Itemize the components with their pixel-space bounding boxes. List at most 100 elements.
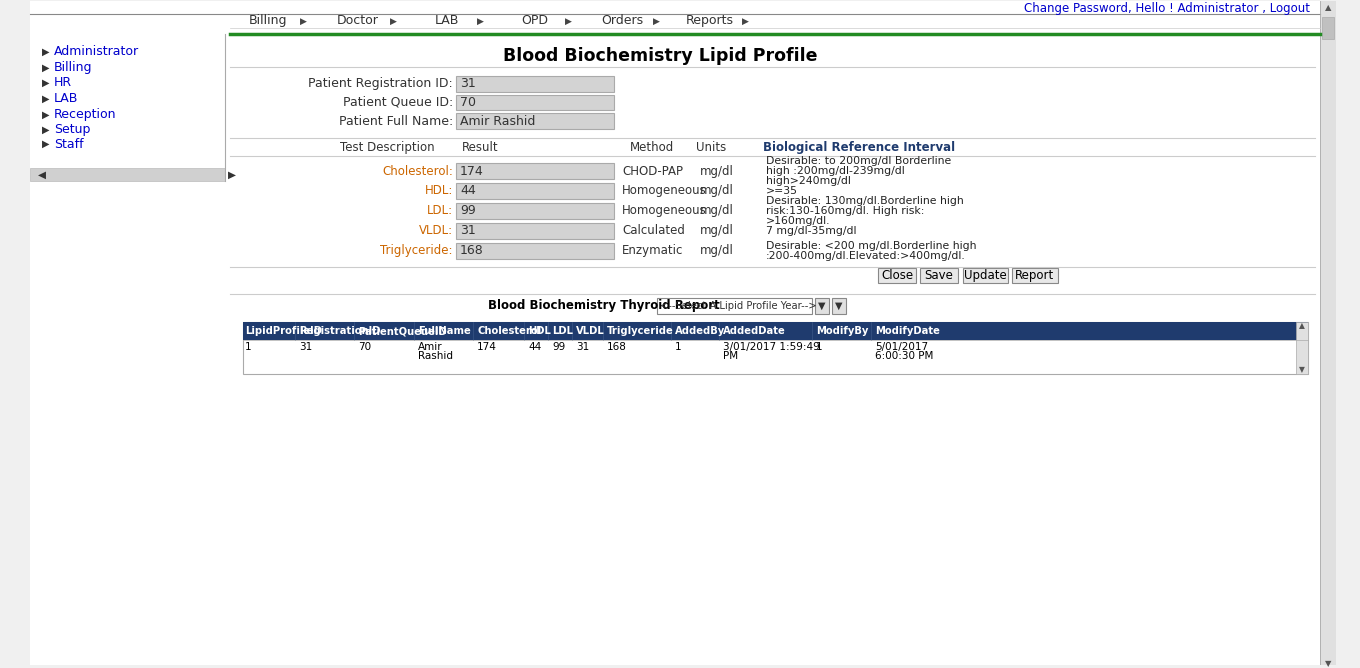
Text: ▶: ▶ [653,17,660,25]
Text: AddedBy: AddedBy [675,326,725,336]
Text: Setup: Setup [54,123,90,136]
Text: Homogeneous: Homogeneous [622,184,707,198]
Text: Result: Result [462,141,499,154]
Text: VLDL: VLDL [577,326,605,336]
FancyBboxPatch shape [1296,322,1308,374]
FancyBboxPatch shape [1321,1,1336,665]
Text: VLDL:: VLDL: [419,224,453,237]
Text: 99: 99 [460,204,476,217]
Text: LAB: LAB [435,15,460,27]
Text: <--Select A Lipid Profile Year-->: <--Select A Lipid Profile Year--> [660,301,816,311]
Text: ▶: ▶ [228,170,237,180]
Text: ▶: ▶ [42,63,49,73]
FancyBboxPatch shape [30,168,224,181]
Text: Calculated: Calculated [622,224,685,237]
Text: LDL: LDL [552,326,573,336]
FancyBboxPatch shape [657,299,812,314]
Text: Homogeneous: Homogeneous [622,204,707,217]
Text: Change Password, Hello ! Administrator , Logout: Change Password, Hello ! Administrator ,… [1024,1,1310,15]
Text: Cholesterol:: Cholesterol: [382,164,453,178]
Text: 1: 1 [245,342,252,352]
Text: HDL:: HDL: [424,184,453,198]
Text: Orders: Orders [601,15,643,27]
Text: ▲: ▲ [1299,321,1306,329]
FancyBboxPatch shape [456,163,613,179]
FancyBboxPatch shape [1322,17,1334,39]
FancyBboxPatch shape [963,269,1008,283]
Text: ▶: ▶ [564,17,571,25]
Text: 5/01/2017: 5/01/2017 [874,342,928,352]
Text: LipidProfileID: LipidProfileID [245,326,322,336]
FancyBboxPatch shape [815,299,830,314]
Text: Patient Queue ID:: Patient Queue ID: [343,96,453,109]
Text: 31: 31 [460,77,476,90]
Text: ▼: ▼ [819,301,826,311]
Text: Patient Registration ID:: Patient Registration ID: [309,77,453,90]
Text: ◀: ◀ [38,170,46,180]
FancyBboxPatch shape [456,203,613,219]
Text: Desirable: <200 mg/dl.Borderline high: Desirable: <200 mg/dl.Borderline high [766,240,976,250]
FancyBboxPatch shape [30,1,1321,665]
Text: HR: HR [54,76,72,89]
Text: LAB: LAB [54,92,79,105]
Text: ▶: ▶ [476,17,483,25]
Text: Test Description: Test Description [340,141,435,154]
Text: >=35: >=35 [766,186,798,196]
Text: ▶: ▶ [741,17,748,25]
Text: RegistrationID: RegistrationID [299,326,381,336]
Text: Triglyceride: Triglyceride [607,326,673,336]
FancyBboxPatch shape [456,95,613,110]
Text: Update: Update [964,269,1006,283]
Text: Doctor: Doctor [337,15,379,27]
FancyBboxPatch shape [456,114,613,130]
FancyBboxPatch shape [456,75,613,92]
Text: 168: 168 [460,244,484,257]
Text: 31: 31 [460,224,476,237]
FancyBboxPatch shape [456,183,613,199]
Text: 174: 174 [477,342,496,352]
Text: Cholesterol: Cholesterol [477,326,541,336]
Text: Amir Rashid: Amir Rashid [460,115,536,128]
FancyBboxPatch shape [243,322,1308,340]
Text: Method: Method [630,141,675,154]
Text: mg/dl: mg/dl [700,244,734,257]
Text: >160mg/dl.: >160mg/dl. [766,216,831,226]
Text: 174: 174 [460,164,484,178]
Text: mg/dl: mg/dl [700,204,734,217]
Text: Administrator: Administrator [54,45,139,58]
Text: Enzymatic: Enzymatic [622,244,683,257]
Text: LDL:: LDL: [427,204,453,217]
Text: ▶: ▶ [42,47,49,57]
Text: ▶: ▶ [42,94,49,104]
FancyBboxPatch shape [919,269,957,283]
Text: high :200mg/dl-239mg/dl: high :200mg/dl-239mg/dl [766,166,904,176]
Text: 44: 44 [460,184,476,198]
Text: Blood Biochemistry Lipid Profile: Blood Biochemistry Lipid Profile [503,47,817,65]
FancyBboxPatch shape [879,269,917,283]
Text: 3/01/2017 1:59:49: 3/01/2017 1:59:49 [724,342,820,352]
Text: PM: PM [724,351,738,361]
Text: ModifyDate: ModifyDate [874,326,940,336]
Text: ▲: ▲ [1325,3,1331,11]
Text: ▶: ▶ [42,77,49,88]
Text: Triglyceride:: Triglyceride: [381,244,453,257]
Text: Desirable: to 200mg/dl Borderline: Desirable: to 200mg/dl Borderline [766,156,951,166]
Text: Staff: Staff [54,138,83,151]
Text: high>240mg/dl: high>240mg/dl [766,176,851,186]
Text: ▶: ▶ [389,17,396,25]
Text: ModifyBy: ModifyBy [816,326,869,336]
Text: ▼: ▼ [1325,659,1331,667]
Text: Amir: Amir [418,342,442,352]
Text: 44: 44 [528,342,541,352]
Text: mg/dl: mg/dl [700,164,734,178]
Text: risk:130-160mg/dl. High risk:: risk:130-160mg/dl. High risk: [766,206,925,216]
Text: mg/dl: mg/dl [700,224,734,237]
Text: AddedDate: AddedDate [724,326,786,336]
Text: Billing: Billing [249,15,287,27]
FancyBboxPatch shape [456,222,613,238]
Text: OPD: OPD [521,15,548,27]
Text: Units: Units [696,141,726,154]
Text: 1: 1 [675,342,681,352]
Text: 70: 70 [460,96,476,109]
Text: 31: 31 [299,342,313,352]
